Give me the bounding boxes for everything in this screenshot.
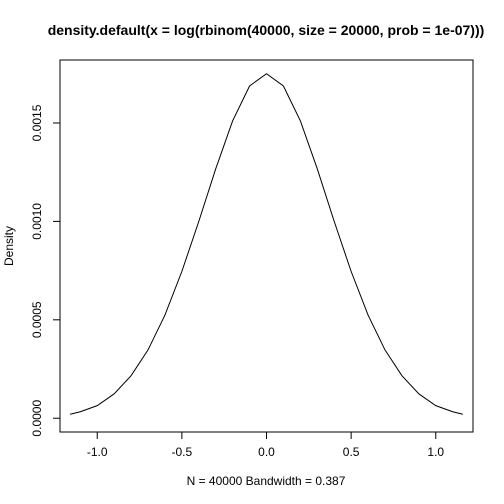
- density-line: [70, 73, 463, 415]
- x-axis-label: N = 40000 Bandwidth = 0.387: [187, 474, 346, 488]
- x-tick-label: 1.0: [427, 445, 444, 459]
- y-tick-label: 0.0005: [30, 301, 44, 338]
- x-axis: -1.0 -0.5 0.0 0.5 1.0: [87, 431, 444, 459]
- plot-frame: [59, 59, 474, 433]
- x-tick-label: -1.0: [87, 445, 108, 459]
- y-axis: 0.0000 0.0005 0.0010 0.0015: [30, 104, 61, 437]
- y-axis-label: Density: [2, 226, 16, 266]
- y-tick-label: 0.0010: [30, 203, 44, 240]
- y-tick-label: 0.0000: [30, 400, 44, 437]
- x-tick-label: 0.0: [258, 445, 275, 459]
- x-tick-label: -0.5: [172, 445, 193, 459]
- chart-title: density.default(x = log(rbinom(40000, si…: [48, 22, 485, 38]
- x-tick-label: 0.5: [343, 445, 360, 459]
- y-tick-label: 0.0015: [30, 104, 44, 141]
